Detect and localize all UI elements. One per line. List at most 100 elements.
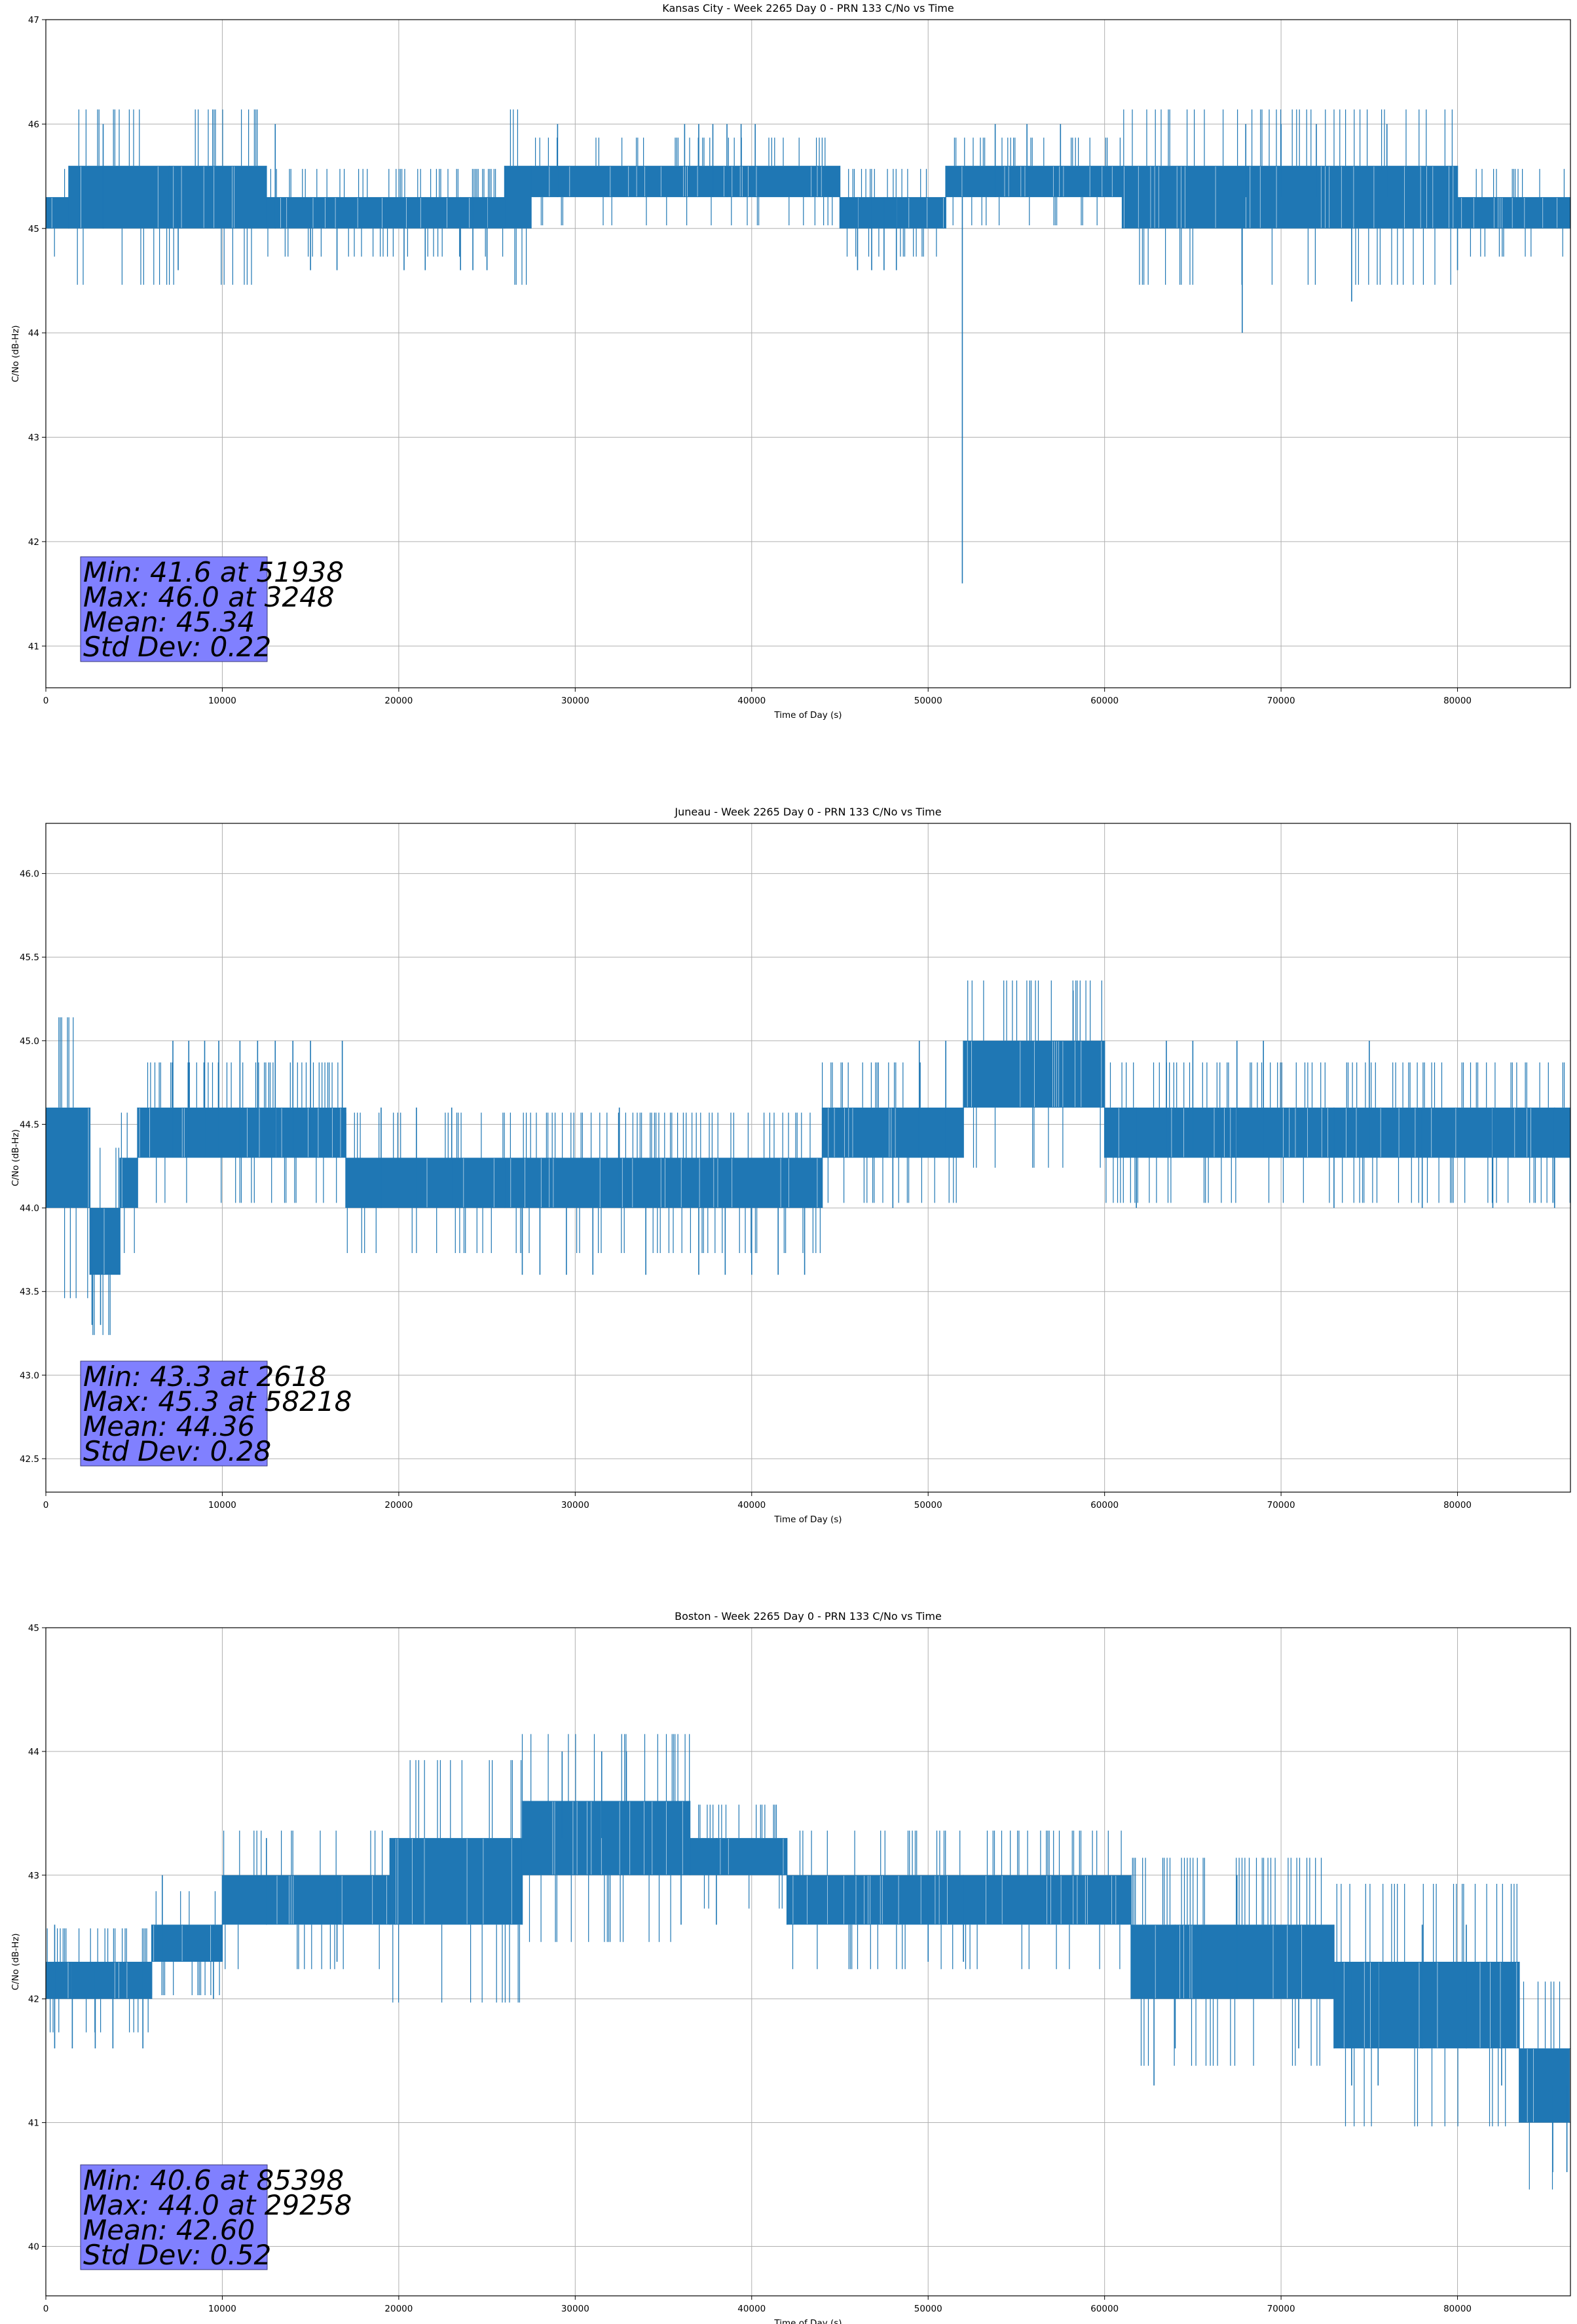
x-tick-label: 30000 xyxy=(561,1500,589,1510)
x-tick-label: 40000 xyxy=(737,2304,766,2314)
data-flicker xyxy=(223,1830,383,1970)
chart-title: Boston - Week 2265 Day 0 - PRN 133 C/No … xyxy=(675,1610,942,1622)
y-tick-label: 41 xyxy=(28,641,39,652)
data-gaps xyxy=(967,1041,1102,1107)
x-tick-label: 0 xyxy=(43,2304,49,2314)
data-gaps xyxy=(426,1158,494,1208)
stats-line: Mean: 45.34 xyxy=(83,606,255,638)
data-flicker xyxy=(92,1148,119,1336)
stats-line: Mean: 42.60 xyxy=(83,2214,255,2246)
chart-panel-1: Kansas City - Week 2265 Day 0 - PRN 133 … xyxy=(10,2,1571,721)
x-tick-label: 10000 xyxy=(208,1500,236,1510)
data-flicker xyxy=(510,1112,821,1253)
data-flicker xyxy=(1123,109,1453,285)
axes-frame xyxy=(45,19,1571,688)
data-gaps xyxy=(81,166,158,228)
x-tick-label: 40000 xyxy=(737,696,766,706)
data-gaps xyxy=(828,1108,896,1157)
data-band xyxy=(120,1157,138,1209)
x-tick-label: 50000 xyxy=(914,696,942,706)
stats-line: Std Dev: 0.28 xyxy=(83,1435,271,1467)
data-flicker xyxy=(822,1062,957,1203)
stats-line: Std Dev: 0.22 xyxy=(83,631,271,663)
x-axis-label: Time of Day (s) xyxy=(773,2318,842,2324)
x-tick-label: 10000 xyxy=(208,696,236,706)
x-tick-label: 40000 xyxy=(737,1500,766,1510)
data-band xyxy=(963,1040,1105,1108)
chart-title: Kansas City - Week 2265 Day 0 - PRN 133 … xyxy=(662,2,954,14)
data-band xyxy=(46,197,69,229)
data-gaps xyxy=(1124,166,1454,228)
data-band xyxy=(90,1208,121,1275)
data-flicker xyxy=(147,1062,339,1203)
y-axis-label: C/No (dB-Hz) xyxy=(10,1933,21,1990)
axes-frame xyxy=(45,1627,1571,2296)
x-axis-label: Time of Day (s) xyxy=(773,710,842,721)
data-flicker xyxy=(121,1112,135,1253)
x-tick-label: 10000 xyxy=(208,2304,236,2314)
data-band xyxy=(690,1838,787,1875)
data-flicker xyxy=(521,1734,690,1942)
x-tick-label: 70000 xyxy=(1267,1500,1295,1510)
data-band xyxy=(504,1157,823,1209)
data-flicker xyxy=(698,1805,783,1909)
data-band xyxy=(222,1875,390,1925)
data-gaps xyxy=(1155,1925,1302,1998)
y-tick-label: 45 xyxy=(28,1623,39,1634)
data-band xyxy=(138,1107,346,1158)
x-tick-label: 0 xyxy=(43,696,49,706)
x-tick-label: 60000 xyxy=(1090,696,1119,706)
data-band xyxy=(522,1801,690,1875)
data-flicker xyxy=(1132,1858,1322,2066)
data-flicker xyxy=(1470,168,1565,257)
data-gaps xyxy=(396,1839,512,1924)
chart-title: Juneau - Week 2265 Day 0 - PRN 133 C/No … xyxy=(674,806,941,818)
stats-line: Max: 46.0 at 3248 xyxy=(83,581,335,613)
y-tick-label: 44.0 xyxy=(20,1203,39,1214)
x-tick-label: 80000 xyxy=(1443,696,1472,706)
y-tick-label: 43.0 xyxy=(20,1370,39,1381)
data-gaps xyxy=(153,1925,211,1961)
data-series xyxy=(46,980,1570,1336)
data-gaps xyxy=(276,1875,387,1924)
data-band xyxy=(1333,1962,1519,2049)
data-series xyxy=(46,109,1570,584)
y-tick-label: 44 xyxy=(28,1747,39,1757)
y-axis-label: C/No (dB-Hz) xyxy=(10,1129,21,1186)
y-tick-label: 41 xyxy=(28,2118,39,2129)
x-tick-label: 20000 xyxy=(384,2304,413,2314)
x-tick-label: 20000 xyxy=(384,1500,413,1510)
data-band xyxy=(1122,166,1458,229)
data-band xyxy=(346,1157,505,1209)
y-tick-label: 47 xyxy=(28,15,39,26)
data-flicker xyxy=(392,1760,522,2003)
stats-line: Max: 44.0 at 29258 xyxy=(83,2189,352,2221)
stats-box xyxy=(80,1360,268,1467)
stats-line: Std Dev: 0.52 xyxy=(83,2239,271,2271)
data-band xyxy=(46,1107,90,1209)
data-gaps xyxy=(549,166,822,197)
y-tick-label: 44.5 xyxy=(20,1119,39,1130)
data-gaps xyxy=(552,1801,683,1875)
y-tick-label: 44 xyxy=(28,328,39,339)
data-gaps xyxy=(961,166,1113,197)
y-tick-label: 42.5 xyxy=(20,1454,39,1465)
x-tick-label: 60000 xyxy=(1090,2304,1119,2314)
data-band xyxy=(840,197,946,229)
y-tick-label: 43.5 xyxy=(20,1287,39,1298)
y-tick-label: 45 xyxy=(28,224,39,234)
data-band xyxy=(946,166,1122,197)
stats-box xyxy=(80,556,268,662)
x-tick-label: 50000 xyxy=(914,2304,942,2314)
data-band xyxy=(1519,2048,1570,2123)
chart-panel-2: Juneau - Week 2265 Day 0 - PRN 133 C/No … xyxy=(10,806,1571,1525)
y-tick-label: 45.0 xyxy=(20,1036,39,1047)
data-flicker xyxy=(77,109,168,285)
data-gaps xyxy=(510,1158,818,1208)
data-band xyxy=(390,1838,523,1925)
axes-frame xyxy=(45,823,1571,1493)
data-gaps xyxy=(280,197,488,228)
y-tick-label: 42 xyxy=(28,1995,39,2005)
y-tick-label: 46 xyxy=(28,119,39,130)
